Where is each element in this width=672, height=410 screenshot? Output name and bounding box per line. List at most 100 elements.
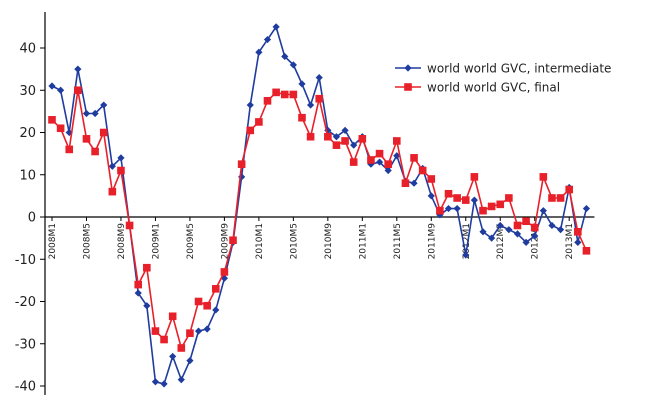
data-point — [134, 289, 142, 297]
data-point — [306, 132, 315, 141]
data-point — [108, 187, 117, 196]
data-point — [211, 285, 220, 293]
data-point — [194, 297, 203, 306]
data-point — [194, 327, 203, 335]
data-point — [151, 327, 160, 335]
data-point — [556, 194, 565, 202]
x-tick-label: 2009M5 — [186, 223, 196, 259]
legend-entry-1: world world GVC, final — [395, 81, 560, 95]
data-point — [246, 101, 254, 109]
data-point — [117, 154, 125, 162]
x-tick-label: 2011M9 — [427, 223, 437, 260]
data-point — [513, 230, 522, 238]
data-point — [453, 194, 461, 202]
data-point — [315, 94, 324, 103]
data-point — [349, 158, 358, 166]
data-point — [255, 48, 263, 56]
data-point — [462, 251, 470, 259]
legend-marker — [404, 83, 412, 91]
data-point — [582, 247, 591, 255]
data-point — [272, 88, 280, 97]
x-axis-ticks: 2008M1 2008M5 2008M9 2009M1 2009M5 2009M9 2010… — [48, 217, 575, 259]
x-tick-label: 2012M9 — [531, 223, 541, 260]
data-point — [220, 268, 229, 276]
data-point — [160, 380, 168, 388]
data-point — [461, 196, 470, 204]
y-tick-label: 10 — [19, 168, 36, 183]
y-tick-label: -40 — [15, 380, 36, 395]
data-point — [186, 329, 194, 337]
series-1 — [48, 86, 591, 352]
y-tick-label: 40 — [19, 42, 36, 57]
y-tick-label: -20 — [15, 295, 36, 310]
data-point — [324, 132, 332, 141]
data-point — [574, 227, 582, 236]
data-point — [186, 357, 194, 365]
x-tick-label: 2008M1 — [48, 223, 58, 259]
data-point — [410, 154, 418, 162]
data-point — [418, 166, 427, 175]
data-point — [307, 101, 315, 109]
data-point — [367, 156, 375, 164]
data-point — [341, 126, 349, 134]
data-point — [169, 352, 177, 361]
legend: world world GVC, intermediate world world… — [395, 62, 611, 95]
data-point — [530, 223, 539, 232]
data-point — [513, 221, 522, 230]
data-point — [289, 90, 298, 99]
y-tick-label: -10 — [15, 253, 36, 268]
series-0 — [48, 23, 591, 388]
data-point — [444, 189, 453, 198]
data-point — [281, 52, 289, 61]
data-point — [280, 90, 289, 99]
data-point — [168, 312, 177, 321]
data-point — [574, 238, 582, 246]
data-point — [220, 274, 228, 282]
data-point — [488, 234, 496, 242]
data-point — [82, 135, 91, 143]
axes — [44, 12, 595, 395]
x-tick-label: 2008M5 — [82, 223, 92, 259]
legend-label: world world GVC, final — [427, 81, 560, 95]
data-point — [453, 204, 461, 213]
data-point — [479, 206, 487, 215]
data-point — [496, 200, 505, 209]
data-point — [65, 145, 74, 154]
data-point — [99, 128, 108, 137]
data-point — [427, 192, 435, 200]
x-tick-label: 2009M9 — [220, 223, 230, 260]
data-point — [548, 221, 556, 230]
data-point — [522, 238, 530, 246]
data-point — [117, 166, 125, 175]
data-point — [479, 228, 487, 236]
data-point — [272, 23, 280, 31]
data-point — [332, 141, 341, 149]
data-point — [134, 280, 142, 289]
data-point — [255, 118, 263, 126]
data-point — [91, 147, 99, 156]
x-tick-label: 2010M9 — [324, 223, 334, 260]
data-point — [48, 116, 56, 124]
data-point — [143, 263, 151, 272]
data-point — [401, 179, 410, 187]
data-point — [229, 236, 237, 245]
data-point — [427, 175, 436, 183]
data-point — [160, 335, 168, 344]
data-point — [582, 204, 591, 213]
data-point — [522, 217, 530, 226]
x-tick-label: 2013M1 — [565, 223, 575, 259]
data-point — [324, 126, 332, 134]
data-point — [203, 325, 211, 333]
data-point — [539, 173, 548, 181]
x-tick-label: 2011M5 — [393, 223, 403, 259]
data-point — [212, 306, 220, 314]
data-point — [177, 344, 186, 352]
data-point — [74, 86, 82, 95]
data-point — [436, 206, 444, 215]
data-point — [565, 185, 573, 194]
data-point — [108, 162, 116, 170]
data-point — [289, 61, 297, 69]
data-point — [487, 202, 496, 211]
y-tick-label: 20 — [19, 126, 36, 141]
